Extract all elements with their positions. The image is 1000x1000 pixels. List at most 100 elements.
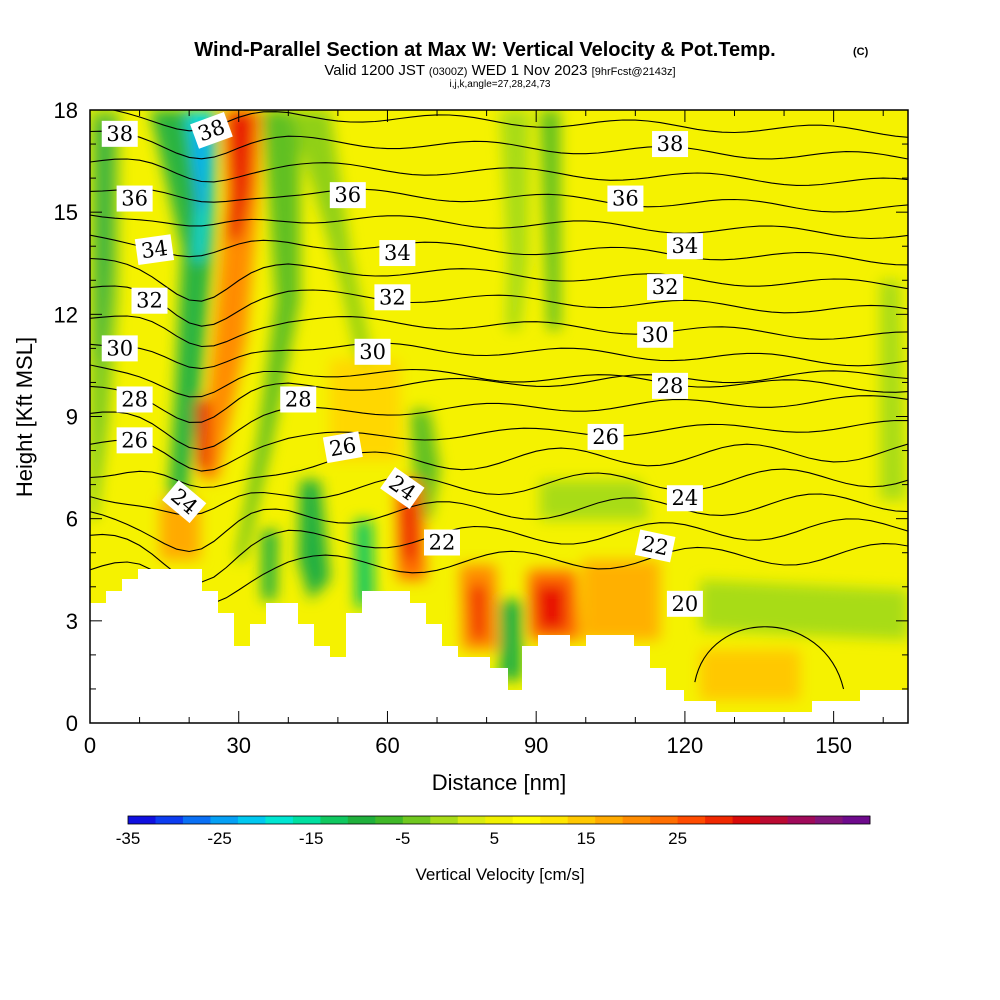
x-tick-label: 0 <box>84 733 96 758</box>
theta-contour-line <box>90 443 908 489</box>
subtitle-run: [9hrFcst@2143z] <box>592 66 676 78</box>
theta-contour-line <box>90 158 908 186</box>
chart-subtitle: Valid 1200 JST (0300Z) WED 1 Nov 2023 [9… <box>324 62 675 79</box>
colorbar-swatch <box>760 816 788 824</box>
x-axis: 0 30 60 90 120 150 <box>84 110 884 758</box>
updraft-core <box>582 560 660 640</box>
contour-label: 30 <box>637 321 674 348</box>
contour-label-text: 36 <box>334 183 361 207</box>
contour-label: 30 <box>354 338 391 365</box>
chart-subtitle-ijk: i,j,k,angle=27,28,24,73 <box>450 79 551 90</box>
y-tick-label: 12 <box>54 302 78 327</box>
colorbar-swatch <box>622 816 651 824</box>
downdraft-band <box>540 110 560 330</box>
contour-label-text: 36 <box>121 187 148 211</box>
contour-label-bg <box>131 287 168 314</box>
contour-label-bg <box>329 182 366 209</box>
downdraft-band <box>355 520 374 610</box>
y-axis-title: Height [Kft MSL] <box>12 337 37 497</box>
contour-label: 22 <box>423 529 460 556</box>
contour-label-text: 22 <box>640 531 671 560</box>
colorbar-swatch <box>430 816 459 824</box>
contour-label-text: 28 <box>121 387 148 411</box>
colorbar-swatch <box>375 816 404 824</box>
contour-label-bg <box>666 233 703 260</box>
theta-contour-line <box>90 370 908 423</box>
contour-label-text: 34 <box>672 234 699 258</box>
theta-contour-line <box>90 315 908 348</box>
contour-label-text: 24 <box>672 486 699 510</box>
contour-label-text: 32 <box>136 289 163 313</box>
contour-label-bg <box>116 386 153 413</box>
theta-contour-line <box>90 285 908 327</box>
colorbar-tick-label: -5 <box>395 829 410 848</box>
contour-label: 26 <box>116 427 153 454</box>
colorbar-swatch <box>265 816 294 824</box>
colorbar-tick-label: 5 <box>490 829 499 848</box>
contour-label-bg <box>607 185 644 212</box>
contour-label-bg <box>379 240 416 267</box>
contour-label-bg <box>280 386 317 413</box>
contour-label-bg <box>647 274 684 301</box>
contour-label-bg <box>380 467 425 509</box>
theta-contour-line <box>90 468 908 516</box>
x-tick-label: 120 <box>667 733 704 758</box>
contour-label-bg <box>101 335 138 362</box>
contour-label-bg <box>652 372 689 399</box>
contour-label: 28 <box>280 386 317 413</box>
colorbar-swatch <box>485 816 514 824</box>
colorbar: -35 -25 -15 -5 5 15 25 <box>116 815 871 848</box>
contour-label: 32 <box>647 274 684 301</box>
velocity-field <box>90 110 908 723</box>
contour-label-bg <box>587 423 624 450</box>
colorbar-title: Vertical Velocity [cm/s] <box>415 865 584 884</box>
downdraft-band <box>540 480 650 520</box>
theta-contour-line <box>694 626 845 690</box>
contour-label: 32 <box>374 284 411 311</box>
colorbar-frame <box>127 815 871 825</box>
contour-label-text: 38 <box>657 132 684 156</box>
updraft-core <box>700 650 800 700</box>
theta-contour-line <box>90 493 908 553</box>
contour-label-bg <box>666 485 703 512</box>
colorbar-swatch <box>402 816 431 824</box>
contour-label: 34 <box>134 234 175 266</box>
colorbar-swatch <box>595 816 624 824</box>
contour-label-bg <box>322 431 363 464</box>
contour-label-text: 34 <box>384 241 411 265</box>
contour-label-bg <box>162 480 207 524</box>
contour-label: 24 <box>666 485 703 512</box>
contour-label-text: 34 <box>140 236 170 263</box>
downdraft-band <box>880 280 906 500</box>
terrain <box>90 569 908 723</box>
x-axis-title: Distance [nm] <box>432 770 567 795</box>
x-tick-label: 60 <box>375 733 399 758</box>
contour-label-bg <box>116 427 153 454</box>
contour-label-bg <box>634 529 676 563</box>
theta-contour-line <box>90 342 908 370</box>
theta-contour-line <box>90 234 908 266</box>
contour-label: 34 <box>666 233 703 260</box>
colorbar-tick-label: 15 <box>577 829 596 848</box>
y-tick-label: 15 <box>54 200 78 225</box>
colorbar-swatch <box>732 816 761 824</box>
contour-label: 36 <box>329 182 366 209</box>
subtitle-utc: (0300Z) <box>429 66 468 78</box>
subtitle-date: WED 1 Nov 2023 <box>472 62 588 79</box>
colorbar-swatch <box>705 816 733 824</box>
colorbar-swatch <box>292 816 321 824</box>
downdraft-band <box>298 480 330 600</box>
updraft-core <box>470 585 486 640</box>
colorbar-tick-label: -35 <box>116 829 141 848</box>
updraft-core <box>196 400 210 470</box>
colorbar-swatch <box>155 816 184 824</box>
contour-label: 34 <box>379 240 416 267</box>
downdraft-band <box>700 580 908 640</box>
theta-contour-line <box>90 188 908 213</box>
colorbar-swatch <box>815 816 843 824</box>
contour-label-bg <box>134 234 175 266</box>
contour-label: 28 <box>652 372 689 399</box>
